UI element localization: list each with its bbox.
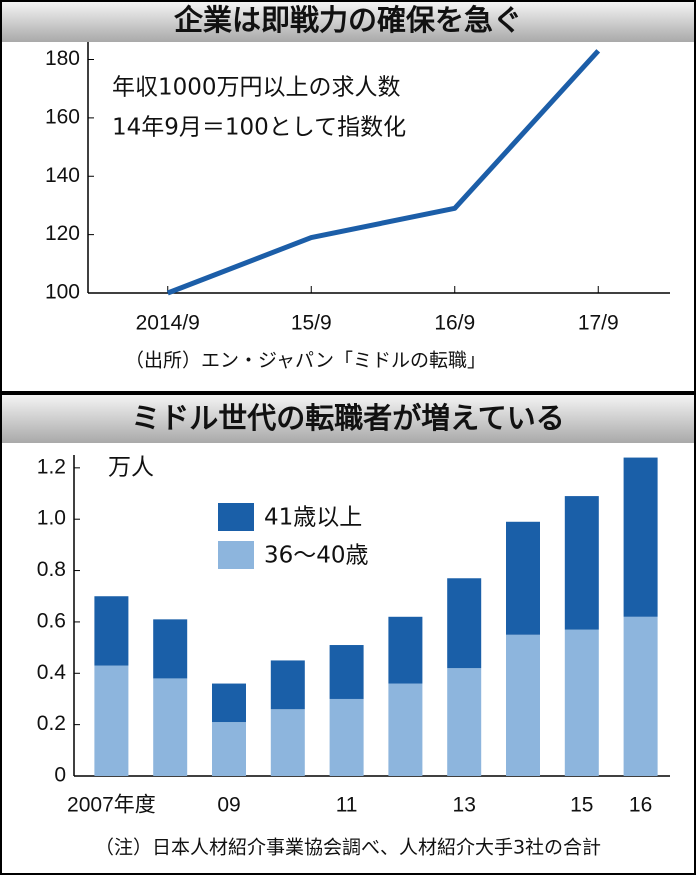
panel-1 <box>2 42 694 391</box>
y-tick-label: 0.8 <box>37 558 66 581</box>
x-tick-label: 11 <box>336 794 358 817</box>
bar-segment <box>623 616 658 776</box>
bar-segment <box>329 698 364 776</box>
bar-segment <box>447 578 482 669</box>
legend-label: 41歳以上 <box>264 505 362 531</box>
x-tick-label: 15/9 <box>291 312 332 335</box>
y-tick-label: 1.2 <box>37 455 66 478</box>
bar-segment <box>212 683 246 723</box>
unit-label: 万人 <box>108 455 154 481</box>
bar-segment <box>94 596 129 666</box>
bar-segment <box>506 634 540 776</box>
legend-swatch <box>218 541 254 569</box>
x-tick-label: 13 <box>453 794 476 817</box>
bar-segment <box>94 665 129 776</box>
bar-segment <box>388 683 423 776</box>
bar-segment <box>270 660 305 710</box>
bar-segment <box>153 619 188 679</box>
chart-title: ミドル世代の転職者が増えている <box>131 401 565 435</box>
legend-swatch <box>218 503 254 531</box>
bar-segment <box>153 678 188 776</box>
x-tick-label: 15 <box>570 794 593 817</box>
x-tick-label: 09 <box>217 794 240 817</box>
y-tick-label: 100 <box>45 281 80 304</box>
x-tick-label: 16/9 <box>434 312 475 335</box>
y-tick-label: 180 <box>45 47 80 70</box>
y-tick-label: 140 <box>45 164 80 187</box>
bar-segment <box>623 457 658 617</box>
y-tick-label: 120 <box>45 222 80 245</box>
header-1 <box>2 2 694 42</box>
bar-segment <box>329 645 364 699</box>
y-tick-label: 0.2 <box>37 712 66 735</box>
bar-segment <box>564 496 599 630</box>
source: （出所）エン・ジャパン「ミドルの転職」 <box>125 350 486 372</box>
bar-segment <box>447 668 482 776</box>
note: （注）日本人材紹介事業協会調べ、人材紹介大手3社の合計 <box>95 837 601 859</box>
y-tick-label: 0.4 <box>37 661 67 684</box>
y-tick-label: 1.0 <box>37 507 66 530</box>
x-tick-label: 2014/9 <box>136 312 200 335</box>
bar-segment <box>506 521 540 635</box>
bar-segment <box>270 709 305 776</box>
y-tick-label: 0.6 <box>37 609 66 632</box>
y-tick-label: 160 <box>45 105 80 128</box>
header-2 <box>2 395 694 443</box>
x-tick-label: 16 <box>629 794 652 817</box>
bar-segment <box>564 629 599 776</box>
bar-segment <box>212 722 246 776</box>
bar-segment <box>388 616 423 684</box>
chart-title: 企業は即戦力の確保を急ぐ <box>174 3 522 37</box>
annotation: 年収1000万円以上の求人数 <box>112 75 401 101</box>
x-tick-label: 2007年度 <box>67 794 156 817</box>
legend-label: 36～40歳 <box>264 543 369 569</box>
y-tick-label: 0 <box>54 764 66 787</box>
annotation: 14年9月＝100として指数化 <box>112 115 406 141</box>
x-tick-label: 17/9 <box>578 312 619 335</box>
line <box>166 49 601 296</box>
